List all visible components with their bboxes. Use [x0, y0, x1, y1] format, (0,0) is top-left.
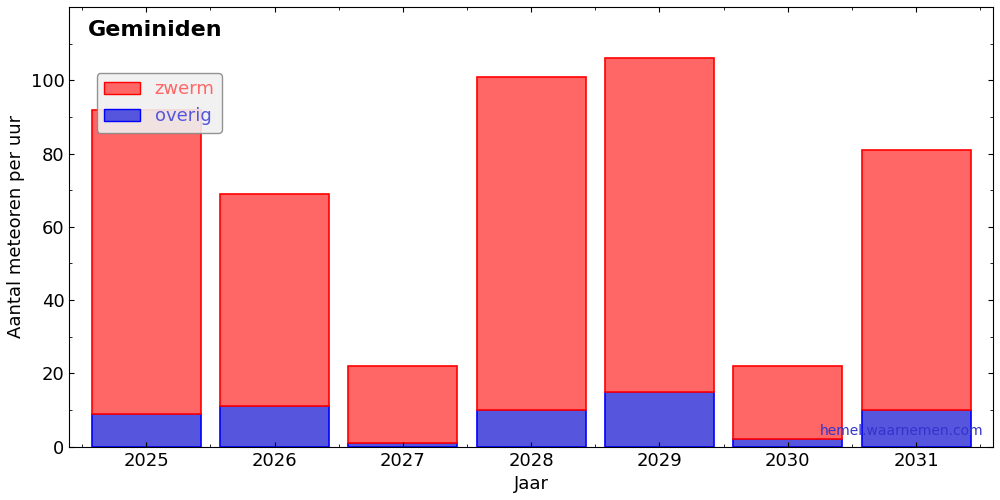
Text: hemel.waarnemen.com: hemel.waarnemen.com: [820, 424, 984, 438]
Bar: [92, 110, 201, 414]
Bar: [348, 366, 457, 443]
Bar: [477, 76, 586, 410]
Bar: [605, 58, 714, 392]
Bar: [605, 392, 714, 446]
Bar: [733, 440, 842, 446]
Bar: [862, 410, 971, 447]
Bar: [862, 150, 971, 410]
Bar: [220, 194, 329, 406]
Y-axis label: Aantal meteoren per uur: Aantal meteoren per uur: [7, 115, 25, 338]
Legend: zwerm, overig: zwerm, overig: [97, 73, 222, 132]
Bar: [348, 443, 457, 446]
Bar: [220, 406, 329, 447]
Bar: [733, 366, 842, 440]
X-axis label: Jaar: Jaar: [514, 475, 549, 493]
Bar: [477, 410, 586, 447]
Text: Geminiden: Geminiden: [88, 20, 222, 40]
Bar: [92, 414, 201, 446]
